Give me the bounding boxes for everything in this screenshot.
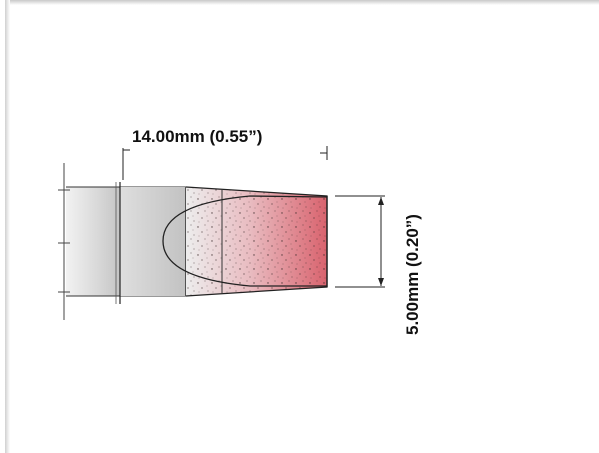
tip-plating-texture — [186, 187, 327, 296]
frame-shadow-left — [5, 0, 10, 453]
frame-shadow-top — [6, 0, 599, 5]
plating-boundary — [162, 195, 328, 287]
tip-shaft — [66, 187, 120, 296]
width-dimension-label: 5.00mm (0.20”) — [403, 214, 422, 335]
length-dimension-label: 14.00mm (0.55”) — [132, 127, 262, 146]
tip-collar — [120, 187, 186, 296]
